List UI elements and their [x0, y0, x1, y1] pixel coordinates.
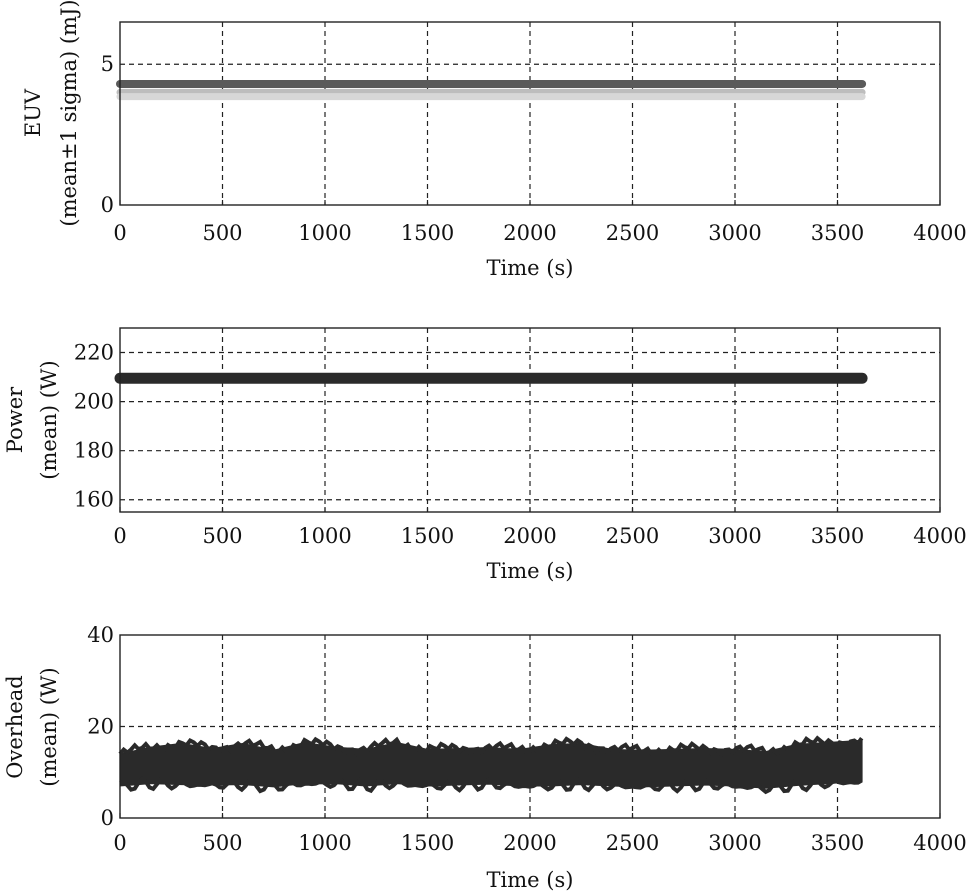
x-tick-label: 2500	[606, 831, 659, 855]
y-tick-label: 20	[87, 715, 114, 739]
x-tick-label: 3000	[708, 524, 761, 548]
y-tick-label: 40	[87, 623, 114, 647]
x-tick-label: 4000	[913, 221, 966, 245]
x-tick-label: 0	[113, 221, 126, 245]
x-tick-label: 1000	[298, 524, 351, 548]
x-tick-label: 2000	[503, 221, 556, 245]
plot-panel-1: 0 500 1000 1500 2000 2500 3000 3500 4000 0 5 Time (…	[21, 0, 967, 280]
x-tick-label: 500	[202, 831, 242, 855]
x-tick-label: 2500	[606, 221, 659, 245]
y-tick-label: 0	[101, 193, 114, 217]
x-tick-label: 2000	[503, 831, 556, 855]
x-tick-label: 0	[113, 524, 126, 548]
y-axis-label-line1: Overhead	[3, 675, 27, 778]
x-axis-label: Time (s)	[487, 868, 574, 892]
x-tick-label: 3500	[811, 831, 864, 855]
x-tick-label: 1500	[401, 524, 454, 548]
x-tick-label: 2500	[606, 524, 659, 548]
y-axis-label-line2: (mean) (W)	[37, 667, 61, 786]
y-tick-label: 0	[101, 806, 114, 830]
x-tick-label: 1000	[298, 831, 351, 855]
x-tick-label: 500	[202, 221, 242, 245]
x-tick-label: 3000	[708, 831, 761, 855]
y-axis-label-line1: EUV	[21, 88, 45, 137]
y-tick-label: 220	[74, 341, 114, 365]
x-tick-label: 1500	[401, 221, 454, 245]
y-axis-label-line1: Power	[3, 386, 27, 453]
plot-panel-2: 0 500 1000 1500 2000 2500 3000 3500 4000 160 180 20…	[3, 327, 967, 583]
series-upper-edge	[118, 735, 864, 758]
y-axis-label-line2: (mean±1 sigma) (mJ)	[57, 0, 81, 227]
x-axis-label: Time (s)	[487, 559, 574, 583]
x-axis-label: Time (s)	[487, 256, 574, 280]
x-tick-label: 1000	[298, 221, 351, 245]
x-tick-label: 3500	[811, 524, 864, 548]
x-tick-label: 4000	[913, 831, 966, 855]
x-tick-label: 2000	[503, 524, 556, 548]
x-tick-label: 4000	[913, 524, 966, 548]
series-lower-edge	[119, 776, 863, 795]
y-tick-label: 180	[74, 439, 114, 463]
x-tick-label: 1500	[401, 831, 454, 855]
x-tick-label: 0	[113, 831, 126, 855]
x-tick-label: 500	[202, 524, 242, 548]
y-tick-label: 200	[74, 390, 114, 414]
y-tick-label: 160	[74, 488, 114, 512]
plot-panel-3: 0 500 1000 1500 2000 2500 3000 3500 4000 0 20 40 Tim…	[3, 623, 967, 892]
x-tick-label: 3500	[811, 221, 864, 245]
y-axis-label-line2: (mean) (W)	[37, 360, 61, 479]
x-tick-label: 3000	[708, 221, 761, 245]
y-tick-label: 5	[101, 52, 114, 76]
